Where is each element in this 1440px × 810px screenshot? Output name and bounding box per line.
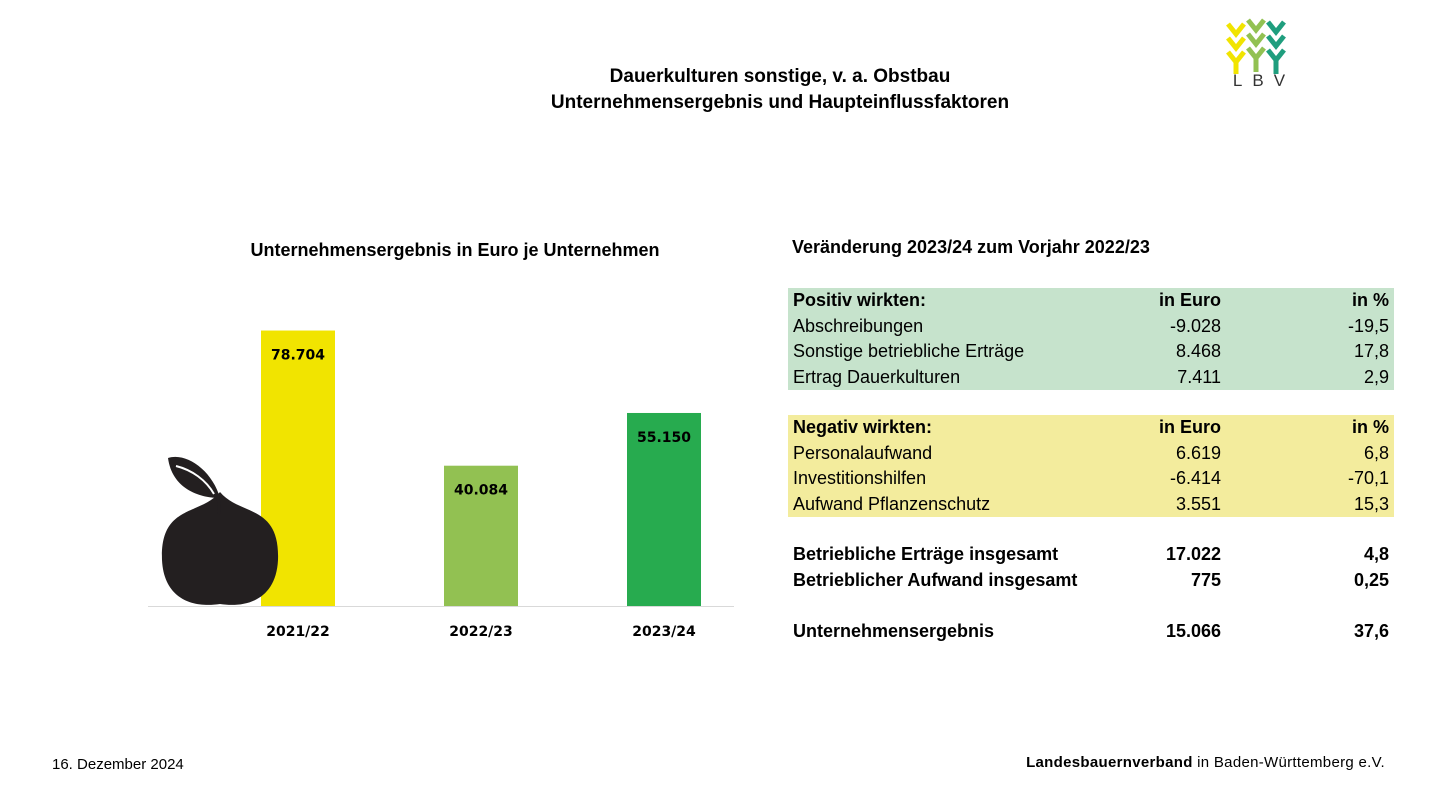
row-percent: 6,8 [1363, 442, 1389, 463]
footer-date: 16. Dezember 2024 [52, 756, 184, 773]
row-euro: 8.468 [1175, 341, 1221, 362]
table-row: Aufwand Pflanzenschutz 3.551 15,3 [788, 492, 1394, 518]
footer-org-rest: in Baden-Württemberg e.V. [1192, 754, 1385, 771]
positive-header-row: Positiv wirkten: in Euro in % [788, 288, 1394, 314]
row-percent: 2,9 [1363, 366, 1389, 387]
totals-row: Betriebliche Erträge insgesamt 17.022 4,… [788, 542, 1394, 568]
row-label: Betrieblicher Aufwand insgesamt [793, 569, 1078, 590]
table-title: Veränderung 2023/24 zum Vorjahr 2022/23 [792, 237, 1150, 257]
logo-text: LBV [1232, 71, 1296, 90]
page-title: Dauerkulturen sonstige, v. a. Obstbau Un… [380, 64, 1180, 116]
positive-header-euro: in Euro [1159, 290, 1221, 311]
data-label: 55.150 [637, 430, 691, 446]
row-percent: -70,1 [1347, 468, 1389, 489]
table-row: Investitionshilfen -6.414 -70,1 [788, 466, 1394, 492]
title-line-1: Dauerkulturen sonstige, v. a. Obstbau [609, 66, 951, 87]
table-row: Abschreibungen -9.028 -19,5 [788, 314, 1394, 340]
positive-block: Positiv wirkten: in Euro in % Abschreibu… [788, 288, 1394, 390]
row-euro: 17.022 [1165, 544, 1221, 565]
bar-2023-24 [627, 412, 701, 606]
row-label: Abschreibungen [793, 315, 924, 336]
chart-title: Unternehmensergebnis in Euro je Unterneh… [250, 240, 660, 260]
apple-icon [161, 456, 279, 605]
result-block: Unternehmensergebnis 15.066 37,6 [788, 619, 1394, 645]
negative-block: Negativ wirkten: in Euro in % Personalau… [788, 415, 1394, 517]
row-label: Sonstige betriebliche Erträge [793, 341, 1025, 362]
negative-header-row: Negativ wirkten: in Euro in % [788, 415, 1394, 441]
totals-block: Betriebliche Erträge insgesamt 17.022 4,… [788, 542, 1394, 593]
table-row: Sonstige betriebliche Erträge 8.468 17,8 [788, 339, 1394, 365]
footer-organization: Landesbauernverband in Baden-Württemberg… [1026, 754, 1385, 771]
negative-header-euro: in Euro [1159, 417, 1221, 438]
row-euro: 775 [1190, 569, 1221, 590]
row-euro: 6.619 [1175, 442, 1221, 463]
row-percent: 0,25 [1353, 569, 1389, 590]
negative-header-label: Negativ wirkten: [793, 417, 933, 438]
data-label: 78.704 [271, 348, 325, 364]
totals-row: Betrieblicher Aufwand insgesamt 775 0,25 [788, 568, 1394, 594]
wheat-logo-icon [1226, 18, 1286, 74]
title-line-2: Unternehmensergebnis und Haupteinflussfa… [550, 92, 1010, 113]
row-label: Personalaufwand [793, 442, 933, 463]
row-label: Investitionshilfen [793, 468, 927, 489]
row-label: Betriebliche Erträge insgesamt [793, 544, 1059, 565]
footer-org-bold: Landesbauernverband [1026, 754, 1193, 771]
positive-header-percent: in % [1351, 290, 1389, 311]
row-label: Ertrag Dauerkulturen [793, 366, 961, 387]
table-row: Personalaufwand 6.619 6,8 [788, 441, 1394, 467]
result-row: Unternehmensergebnis 15.066 37,6 [788, 619, 1394, 645]
x-tick-label: 2022/23 [449, 624, 513, 640]
row-euro: -6.414 [1169, 468, 1221, 489]
row-percent: 4,8 [1363, 544, 1389, 565]
lbv-logo: LBV [1222, 16, 1294, 96]
data-label: 40.084 [454, 483, 508, 499]
row-euro: 3.551 [1175, 493, 1221, 514]
table-row: Ertrag Dauerkulturen 7.411 2,9 [788, 365, 1394, 391]
x-tick-label: 2021/22 [266, 624, 330, 640]
result-percent: 37,6 [1353, 621, 1389, 642]
positive-header-label: Positiv wirkten: [793, 290, 927, 311]
bar-2022-23 [444, 465, 518, 606]
result-euro: 15.066 [1165, 621, 1221, 642]
result-label: Unternehmensergebnis [793, 621, 995, 642]
bar-chart: 78.704 2021/22 40.084 2022/23 55.150 2023/24 [148, 330, 734, 640]
x-tick-label: 2023/24 [632, 624, 696, 640]
row-euro: 7.411 [1177, 366, 1221, 387]
negative-header-percent: in % [1351, 417, 1389, 438]
row-percent: 17,8 [1353, 341, 1389, 362]
row-percent: 15,3 [1353, 493, 1389, 514]
row-label: Aufwand Pflanzenschutz [793, 493, 991, 514]
row-percent: -19,5 [1347, 315, 1389, 336]
row-euro: -9.028 [1169, 315, 1221, 336]
